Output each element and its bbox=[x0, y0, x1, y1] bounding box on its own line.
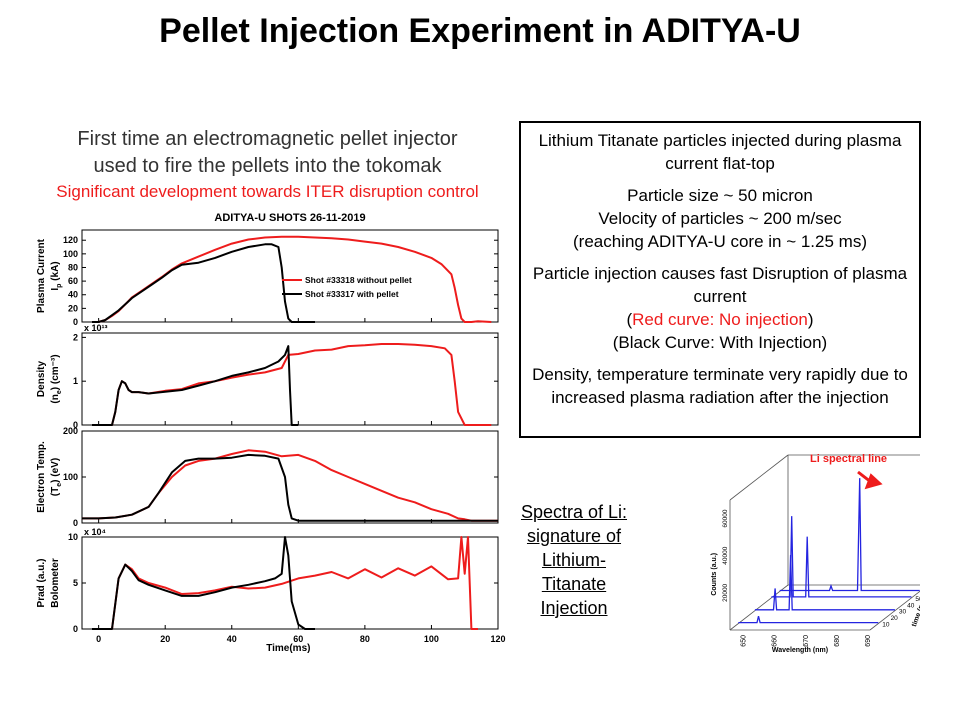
y-tick-label: 20000 bbox=[722, 583, 729, 601]
series-line-with-pellet bbox=[92, 345, 299, 426]
y-axis-unit: (Te) (eV) bbox=[50, 458, 63, 496]
particle-travel-time: (reaching ADITYA-U core in ~ 1.25 ms) bbox=[573, 232, 867, 251]
y-tick-label: 10 bbox=[68, 532, 78, 542]
y-tick-label: 2 bbox=[73, 332, 78, 342]
y-axis-label: Counts (a.u.) bbox=[711, 553, 718, 596]
y-tick-label: 1 bbox=[73, 376, 78, 386]
info-para-injection: Lithium Titanate particles injected duri… bbox=[538, 131, 902, 173]
panel-4: 0 5 10 x 10⁴ Prad (a.u.) Bolometer 0 20 40 60 80 10… bbox=[36, 527, 506, 654]
y-tick-label: 100 bbox=[63, 249, 78, 259]
info-para-disruption: Particle injection causes fast Disruptio… bbox=[521, 262, 919, 354]
y-tick-label: 5 bbox=[73, 578, 78, 588]
info-para-termination: Density, temperature terminate very rapi… bbox=[532, 365, 908, 407]
y-tick-label: 20 bbox=[68, 303, 78, 313]
spectrum-trace bbox=[738, 615, 879, 624]
y-axis-label: Plasma Current bbox=[36, 238, 47, 313]
annotation-arrowhead bbox=[864, 473, 883, 490]
series-line-with-pellet bbox=[82, 453, 498, 522]
intro-line-2: used to fire the pellets into the tokoma… bbox=[93, 155, 442, 177]
li-spectral-line-annotation: Li spectral line bbox=[810, 453, 887, 465]
x-tick-label: 680 bbox=[834, 635, 841, 647]
series-line-with-pellet bbox=[92, 243, 315, 323]
series-line-without-pellet bbox=[92, 536, 478, 630]
particle-size: Particle size ~ 50 micron bbox=[627, 186, 813, 205]
slide-title: Pellet Injection Experiment in ADITYA-U bbox=[159, 12, 801, 50]
time-tick-label: 40 bbox=[907, 602, 915, 609]
y-tick-label: 80 bbox=[68, 262, 78, 272]
x-tick-label: 0 bbox=[96, 634, 101, 644]
y-tick-label: 0 bbox=[73, 624, 78, 634]
legend-entry: Shot #33317 with pellet bbox=[305, 289, 399, 299]
x-tick-label: 60 bbox=[293, 634, 303, 644]
panel-frame bbox=[81, 332, 499, 426]
x-tick-label: 670 bbox=[803, 635, 810, 647]
paren-close: ) bbox=[807, 310, 814, 329]
caption-line-1: Spectra of Li: bbox=[520, 502, 628, 522]
x-axis-label: Time(ms) bbox=[266, 643, 310, 654]
y-axis-label: Density bbox=[36, 361, 47, 398]
x-tick-label: 20 bbox=[160, 634, 170, 644]
caption-line-3: Lithium-Titanate bbox=[541, 550, 607, 594]
series-line-with-pellet bbox=[92, 536, 315, 630]
y-tick-label: 0 bbox=[73, 420, 78, 430]
time-tick-label: 10 bbox=[882, 622, 890, 629]
spectrum-trace bbox=[779, 478, 920, 592]
plot-title: ADITYA-U SHOTS 26-11-2019 bbox=[214, 212, 365, 224]
x-tick-label: 660 bbox=[772, 635, 779, 647]
shot-comparison-plots: ADITYA-U SHOTS 26-11-2019020406080100120… bbox=[36, 212, 506, 654]
li-spectra-3d-plot: 650 660 670 680 690 Wavelength (nm) 20000 40000… bbox=[711, 453, 920, 654]
x-tick-label: 100 bbox=[424, 634, 439, 644]
y-tick-label: 200 bbox=[63, 426, 78, 436]
panel-2: 0 1 2 x 10¹³ Density(ne) (cm⁻³) bbox=[36, 323, 499, 430]
time-axis-line bbox=[869, 590, 920, 631]
red-curve-note: Red curve: No injection bbox=[632, 310, 808, 329]
y-axis-unit: (ne) (cm⁻³) bbox=[50, 354, 63, 403]
time-tick-label: 30 bbox=[899, 609, 907, 616]
y-axis-unit: Ip (kA) bbox=[50, 261, 63, 290]
y-multiplier: x 10⁴ bbox=[84, 527, 106, 537]
y-tick-label: 120 bbox=[63, 235, 78, 245]
x-tick-label: 80 bbox=[360, 634, 370, 644]
black-curve-note: (Black Curve: With Injection) bbox=[612, 333, 828, 352]
y-axis-label: Electron Temp. bbox=[36, 441, 47, 513]
panel-3: 0 100 200 Electron Temp. (Te) (eV) bbox=[36, 426, 499, 528]
panel-1: 0 20 40 60 80 100 120 Plasma Current Ip (kA) Shot… bbox=[36, 229, 499, 327]
y-multiplier: x 10¹³ bbox=[84, 323, 108, 333]
time-tick-label: 20 bbox=[891, 615, 899, 622]
legend-entry: Shot #33318 without pellet bbox=[305, 275, 412, 285]
y-tick-label: 0 bbox=[73, 518, 78, 528]
x-tick-label: 120 bbox=[490, 634, 505, 644]
particle-velocity: Velocity of particles ~ 200 m/sec bbox=[598, 209, 842, 228]
y-tick-label: 40000 bbox=[722, 546, 729, 564]
y-tick-label: 60 bbox=[68, 276, 78, 286]
intro-line-1: First time an electromagnetic pellet inj… bbox=[77, 128, 458, 150]
x-axis-label: Wavelength (nm) bbox=[772, 647, 828, 654]
caption-line-4: Injection bbox=[540, 598, 608, 618]
info-para-particle: Particle size ~ 50 micron Velocity of pa… bbox=[521, 184, 919, 253]
time-axis-label: time (ms) bbox=[911, 596, 920, 628]
left-top-edge bbox=[729, 454, 789, 501]
disruption-text: Particle injection causes fast Disruptio… bbox=[532, 264, 908, 306]
x-tick-label: 40 bbox=[227, 634, 237, 644]
caption-line-2: signature of bbox=[526, 526, 622, 546]
time-tick-label: 50 bbox=[915, 596, 920, 603]
y-axis-unit: Bolometer bbox=[50, 558, 61, 608]
y-tick-label: 0 bbox=[73, 317, 78, 327]
info-box: Lithium Titanate particles injected duri… bbox=[519, 121, 921, 438]
x-tick-label: 650 bbox=[741, 635, 748, 647]
paren-open: ( bbox=[626, 310, 633, 329]
li-spectra-caption: Spectra of Li: signature of Lithium-Tita… bbox=[512, 500, 636, 620]
y-axis-label: Prad (a.u.) bbox=[36, 559, 47, 608]
intro-highlight: Significant development towards ITER dis… bbox=[56, 182, 479, 201]
x-tick-label: 690 bbox=[865, 635, 872, 647]
y-tick-label: 40 bbox=[68, 290, 78, 300]
panel-frame bbox=[81, 229, 499, 323]
y-tick-label: 60000 bbox=[722, 509, 729, 527]
spectrum-trace bbox=[754, 554, 895, 611]
y-tick-label: 100 bbox=[63, 472, 78, 482]
